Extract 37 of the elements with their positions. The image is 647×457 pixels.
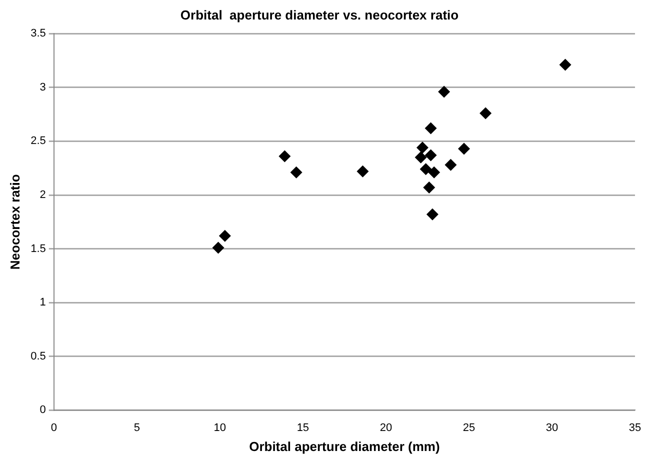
x-tick-label: 0: [50, 422, 57, 434]
y-tick-label: 1.5: [30, 242, 46, 255]
point: [212, 242, 224, 254]
chart-title: Orbital aperture diameter vs. neocortex ratio: [180, 7, 459, 22]
x-tick-label: 5: [134, 422, 140, 434]
y-tick-label: 3: [40, 81, 46, 94]
y-tick-label: 2: [40, 189, 46, 202]
point: [278, 150, 291, 162]
point: [420, 163, 432, 176]
point: [414, 151, 427, 164]
point: [458, 142, 470, 155]
x-tick-label: 30: [546, 422, 558, 434]
point: [424, 149, 437, 162]
point: [428, 166, 440, 178]
y-axis-title: Neocortex ratio: [7, 174, 22, 270]
point: [444, 158, 457, 171]
y-tick-label: 0: [40, 404, 46, 416]
y-tick-label: 0.5: [30, 350, 46, 362]
point: [480, 107, 492, 120]
x-axis-title: Orbital aperture diameter (mm): [249, 438, 440, 454]
point: [438, 86, 450, 98]
x-tick-label: 10: [214, 422, 226, 434]
point: [218, 230, 231, 242]
point: [423, 181, 436, 194]
x-tick-label: 15: [296, 422, 310, 434]
x-tick-label: 35: [628, 422, 642, 434]
y-tick-label: 3.5: [30, 28, 46, 40]
point: [424, 122, 437, 134]
point: [356, 165, 369, 178]
x-tick-label: 20: [380, 422, 392, 434]
point: [416, 142, 428, 154]
y-tick-label: 1: [40, 296, 46, 309]
y-tick-label: 2.5: [30, 135, 46, 148]
point: [559, 58, 572, 71]
point: [290, 166, 302, 178]
point: [426, 208, 438, 220]
x-tick-label: 25: [462, 422, 476, 434]
